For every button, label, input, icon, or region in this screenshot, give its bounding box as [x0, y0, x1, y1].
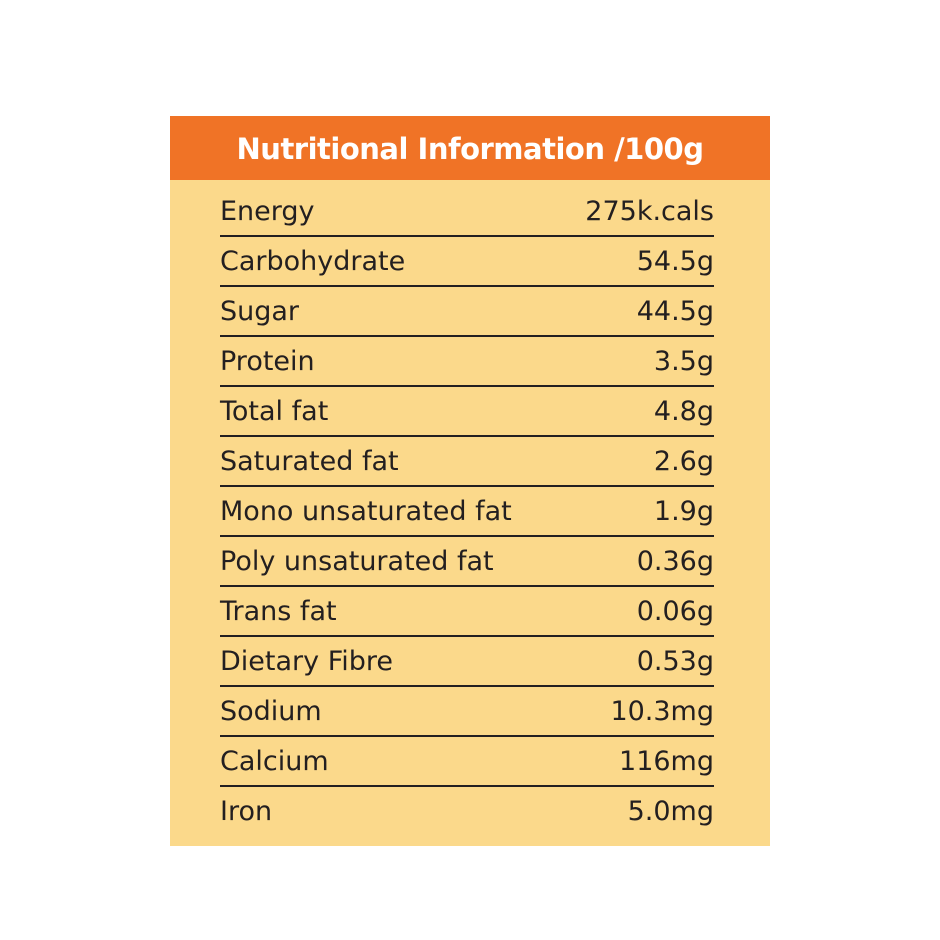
table-row: Mono unsaturated fat 1.9g — [220, 487, 714, 537]
table-row: Sugar 44.5g — [220, 287, 714, 337]
nutrient-amount: 10.3mg — [610, 696, 714, 727]
nutrient-amount: 116mg — [619, 746, 714, 777]
nutrient-name: Saturated fat — [220, 446, 399, 477]
nutrient-name: Iron — [220, 796, 273, 827]
table-row: Total fat 4.8g — [220, 387, 714, 437]
nutrient-name: Calcium — [220, 746, 329, 777]
nutrient-name: Trans fat — [220, 596, 337, 627]
table-row: Trans fat 0.06g — [220, 587, 714, 637]
table-row: Sodium 10.3mg — [220, 687, 714, 737]
nutrient-amount: 2.6g — [653, 446, 714, 477]
table-row: Poly unsaturated fat 0.36g — [220, 537, 714, 587]
nutrient-name: Carbohydrate — [220, 246, 406, 277]
table-row: Iron 5.0mg — [220, 787, 714, 837]
nutrient-name: Protein — [220, 346, 315, 377]
nutrient-name: Energy — [220, 196, 315, 227]
nutrient-amount: 0.53g — [636, 646, 714, 677]
table-row: Saturated fat 2.6g — [220, 437, 714, 487]
nutrient-name: Poly unsaturated fat — [220, 546, 494, 577]
nutrient-amount: 54.5g — [636, 246, 714, 277]
nutrient-amount: 44.5g — [636, 296, 714, 327]
table-row: Carbohydrate 54.5g — [220, 237, 714, 287]
nutrient-name: Mono unsaturated fat — [220, 496, 512, 527]
nutrient-name: Total fat — [220, 396, 329, 427]
nutrient-name: Dietary Fibre — [220, 646, 394, 677]
nutrient-amount: 3.5g — [653, 346, 714, 377]
table-row: Energy 275k.cals — [220, 187, 714, 237]
table-row: Protein 3.5g — [220, 337, 714, 387]
table-row: Dietary Fibre 0.53g — [220, 637, 714, 687]
nutrient-name: Sugar — [220, 296, 300, 327]
nutrient-amount: 0.06g — [636, 596, 714, 627]
nutrition-panel: Nutritional Information /100g Energy 275k… — [170, 116, 770, 846]
nutrient-amount: 275k.cals — [585, 196, 714, 227]
nutrient-name: Sodium — [220, 696, 322, 727]
nutrient-amount: 5.0mg — [627, 796, 714, 827]
nutrient-amount: 1.9g — [653, 496, 714, 527]
nutrient-amount: 0.36g — [636, 546, 714, 577]
table-title: Nutritional Information /100g — [170, 116, 770, 180]
nutrient-amount: 4.8g — [653, 396, 714, 427]
table-row: Calcium 116mg — [220, 737, 714, 787]
